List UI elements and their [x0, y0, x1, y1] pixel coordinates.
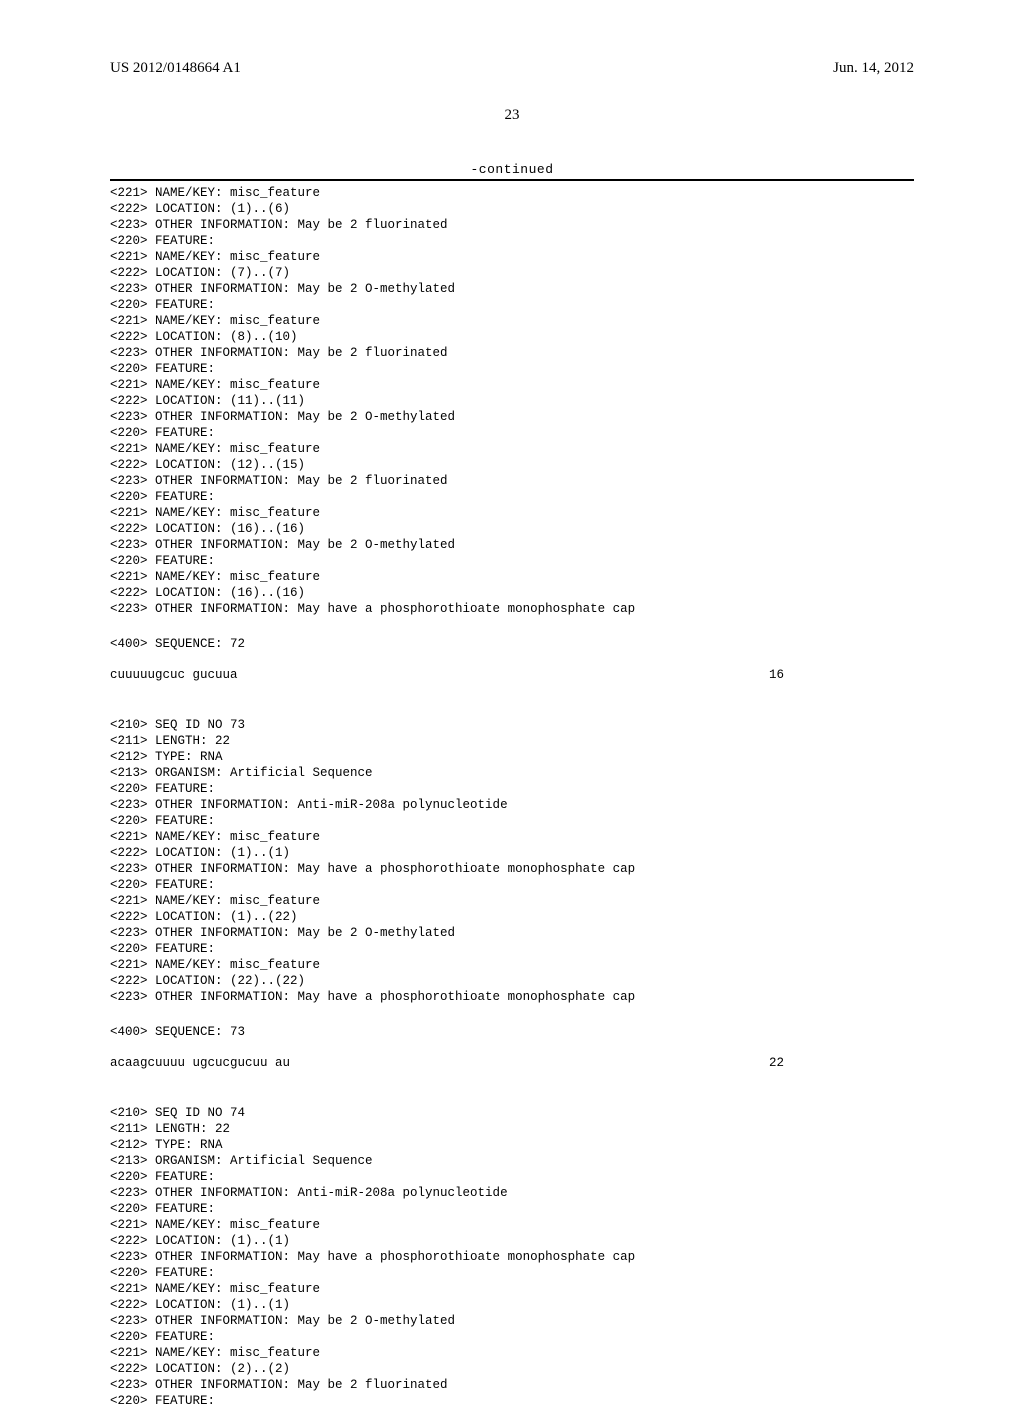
sequence-72-length: 16 [769, 667, 914, 683]
sequence-block-74-features: <210> SEQ ID NO 74 <211> LENGTH: 22 <212… [110, 1105, 914, 1409]
pub-date: Jun. 14, 2012 [833, 60, 914, 77]
sequence-72-label: <400> SEQUENCE: 72 [110, 636, 914, 652]
sequence-73-row: acaagcuuuu ugcucgucuu au 22 [110, 1055, 914, 1071]
sequence-block-72-features: <221> NAME/KEY: misc_feature <222> LOCAT… [110, 185, 914, 617]
sequence-72-row: cuuuuugcuc gucuua 16 [110, 667, 914, 683]
pub-number: US 2012/0148664 A1 [110, 60, 241, 77]
sequence-72-text: cuuuuugcuc gucuua [110, 667, 238, 683]
continued-label: -continued [110, 162, 914, 177]
sequence-73-label: <400> SEQUENCE: 73 [110, 1024, 914, 1040]
page-number: 23 [110, 107, 914, 124]
page-header: US 2012/0148664 A1 Jun. 14, 2012 [110, 60, 914, 77]
divider-top [110, 179, 914, 181]
sequence-73-length: 22 [769, 1055, 914, 1071]
sequence-73-text: acaagcuuuu ugcucgucuu au [110, 1055, 290, 1071]
sequence-block-73-features: <210> SEQ ID NO 73 <211> LENGTH: 22 <212… [110, 717, 914, 1005]
page-container: US 2012/0148664 A1 Jun. 14, 2012 23 -con… [0, 0, 1024, 1320]
